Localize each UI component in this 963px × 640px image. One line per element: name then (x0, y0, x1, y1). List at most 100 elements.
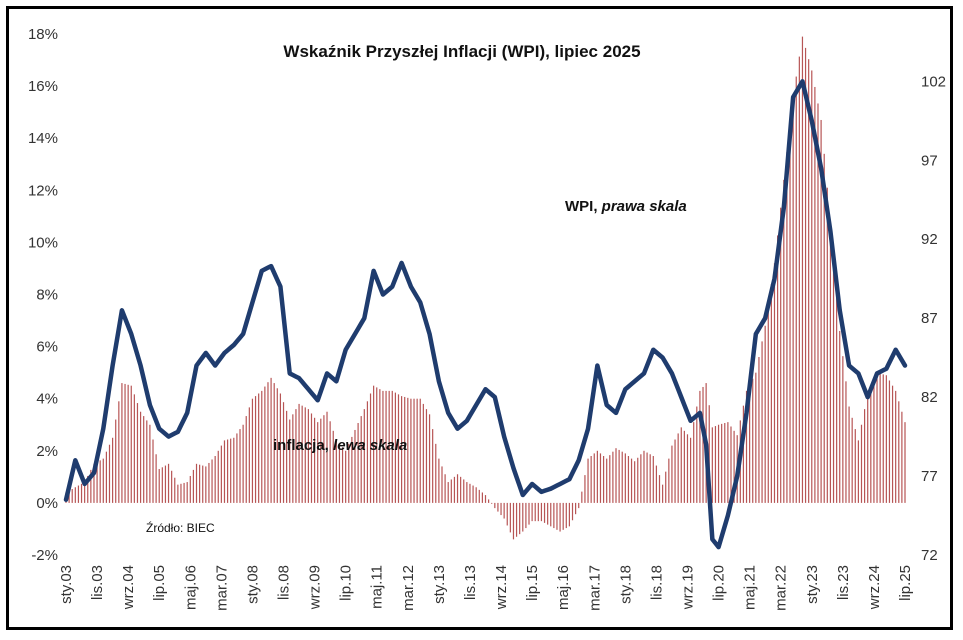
left-axis-tick-label: -2% (31, 547, 58, 564)
inflation-bar (338, 443, 341, 503)
inflation-bar (332, 430, 334, 503)
inflation-bar (522, 502, 524, 532)
inflation-bar (425, 409, 428, 503)
inflation-bar (438, 458, 440, 503)
inflation-bar (366, 401, 369, 503)
inflation-bar (401, 396, 403, 503)
inflation-bar (133, 394, 135, 503)
inflation-bar (192, 469, 194, 503)
inflation-bar (248, 407, 250, 503)
inflation-bar (792, 96, 794, 503)
left-axis-tick-label: 6% (36, 339, 58, 356)
inflation-bar (602, 456, 605, 503)
inflation-bar (264, 386, 266, 503)
inflation-bar (860, 424, 863, 503)
inflation-bar (80, 483, 83, 503)
inflation-bar (494, 502, 496, 509)
inflation-bar (528, 502, 530, 525)
inflation-bar (823, 153, 825, 503)
wpi-chart: -2% 0% 2% 4% 6% 8% 10% 12% 14% 16% 18% 72 77 82 87 92 9… (28, 26, 946, 611)
x-axis-tick-label: sty.03 (58, 565, 75, 604)
inflation-bar (245, 416, 247, 503)
inflation-bar (453, 476, 456, 503)
inflation-bar (236, 433, 238, 503)
inflation-bar (230, 438, 232, 503)
inflation-bar (857, 440, 859, 503)
inflation-bar (239, 429, 241, 503)
inflation-bars (65, 36, 906, 540)
inflation-bar (773, 263, 776, 503)
inflation-bar (432, 429, 434, 503)
inflation-bar (282, 402, 285, 503)
inflation-bar (351, 436, 353, 503)
inflation-bar (488, 499, 490, 503)
inflation-bar (671, 445, 673, 503)
left-axis-ticks: -2% 0% 2% 4% 6% 8% 10% 12% 14% 16% 18% (28, 26, 58, 564)
x-axis-tick-label: maj.06 (182, 565, 199, 610)
inflation-bar (733, 430, 735, 503)
inflation-bar (826, 187, 828, 503)
inflation-bar (261, 390, 263, 503)
inflation-bar (895, 390, 897, 503)
inflation-bar (108, 444, 111, 503)
inflation-bar (320, 418, 322, 503)
inflation-bar (130, 385, 132, 503)
inflation-bar (571, 502, 574, 521)
right-axis-tick-label: 102 (921, 73, 946, 90)
inflation-bar (326, 411, 328, 503)
x-axis-tick-label: lip.20 (711, 565, 728, 601)
right-axis-tick-label: 92 (921, 231, 938, 248)
inflation-bar (112, 437, 114, 503)
inflation-bar (152, 439, 154, 503)
inflation-bar (273, 383, 275, 503)
inflation-bar (158, 469, 160, 503)
inflation-bar (121, 383, 123, 503)
inflation-bar (543, 502, 546, 523)
inflation-bar (618, 449, 620, 503)
left-axis-tick-label: 0% (36, 495, 58, 512)
x-axis-tick-label: sty.08 (244, 565, 261, 604)
inflation-bar (767, 304, 769, 503)
inflation-bar (484, 495, 487, 503)
left-axis-tick-label: 8% (36, 287, 58, 304)
inflation-bar (270, 377, 272, 503)
inflation-bar (155, 454, 157, 503)
inflation-bar (845, 381, 847, 503)
inflation-bar (559, 502, 561, 532)
x-axis-tick-label: mar.12 (400, 565, 417, 611)
inflation-bar (745, 390, 748, 503)
inflation-bar (540, 502, 543, 522)
inflation-bar (814, 86, 816, 503)
inflation-bar (512, 502, 515, 540)
inflation-bar (708, 405, 710, 503)
inflation-bar (640, 454, 642, 503)
inflation-bar (90, 469, 92, 503)
inflation-bar (323, 415, 325, 503)
inflation-bar (662, 484, 664, 503)
inflation-bar (118, 401, 120, 503)
inflation-bar (901, 411, 903, 503)
inflation-bar (354, 429, 356, 503)
inflation-bar (599, 453, 602, 503)
inflation-bar (547, 502, 549, 525)
x-axis-tick-label: mar.22 (773, 565, 790, 611)
inflation-bar (267, 382, 269, 503)
inflation-bar (519, 502, 521, 535)
x-axis-tick-label: lip.25 (897, 565, 914, 601)
inflation-bar (764, 325, 766, 503)
inflation-bar (804, 47, 807, 503)
inflation-bar (146, 420, 148, 503)
inflation-bar (143, 416, 145, 503)
inflation-bar (565, 502, 567, 529)
inflation-bar (373, 385, 375, 503)
x-axis-tick-label: maj.16 (555, 565, 572, 610)
inflation-bar (363, 409, 365, 503)
inflation-bar (727, 422, 729, 503)
inflation-bar (820, 119, 822, 503)
inflation-bar (646, 452, 648, 503)
inflation-bar (242, 424, 244, 503)
inflation-bar (742, 405, 745, 503)
x-axis-tick-label: maj.11 (369, 565, 386, 609)
inflation-bar (509, 502, 511, 533)
inflation-bar (770, 284, 772, 503)
